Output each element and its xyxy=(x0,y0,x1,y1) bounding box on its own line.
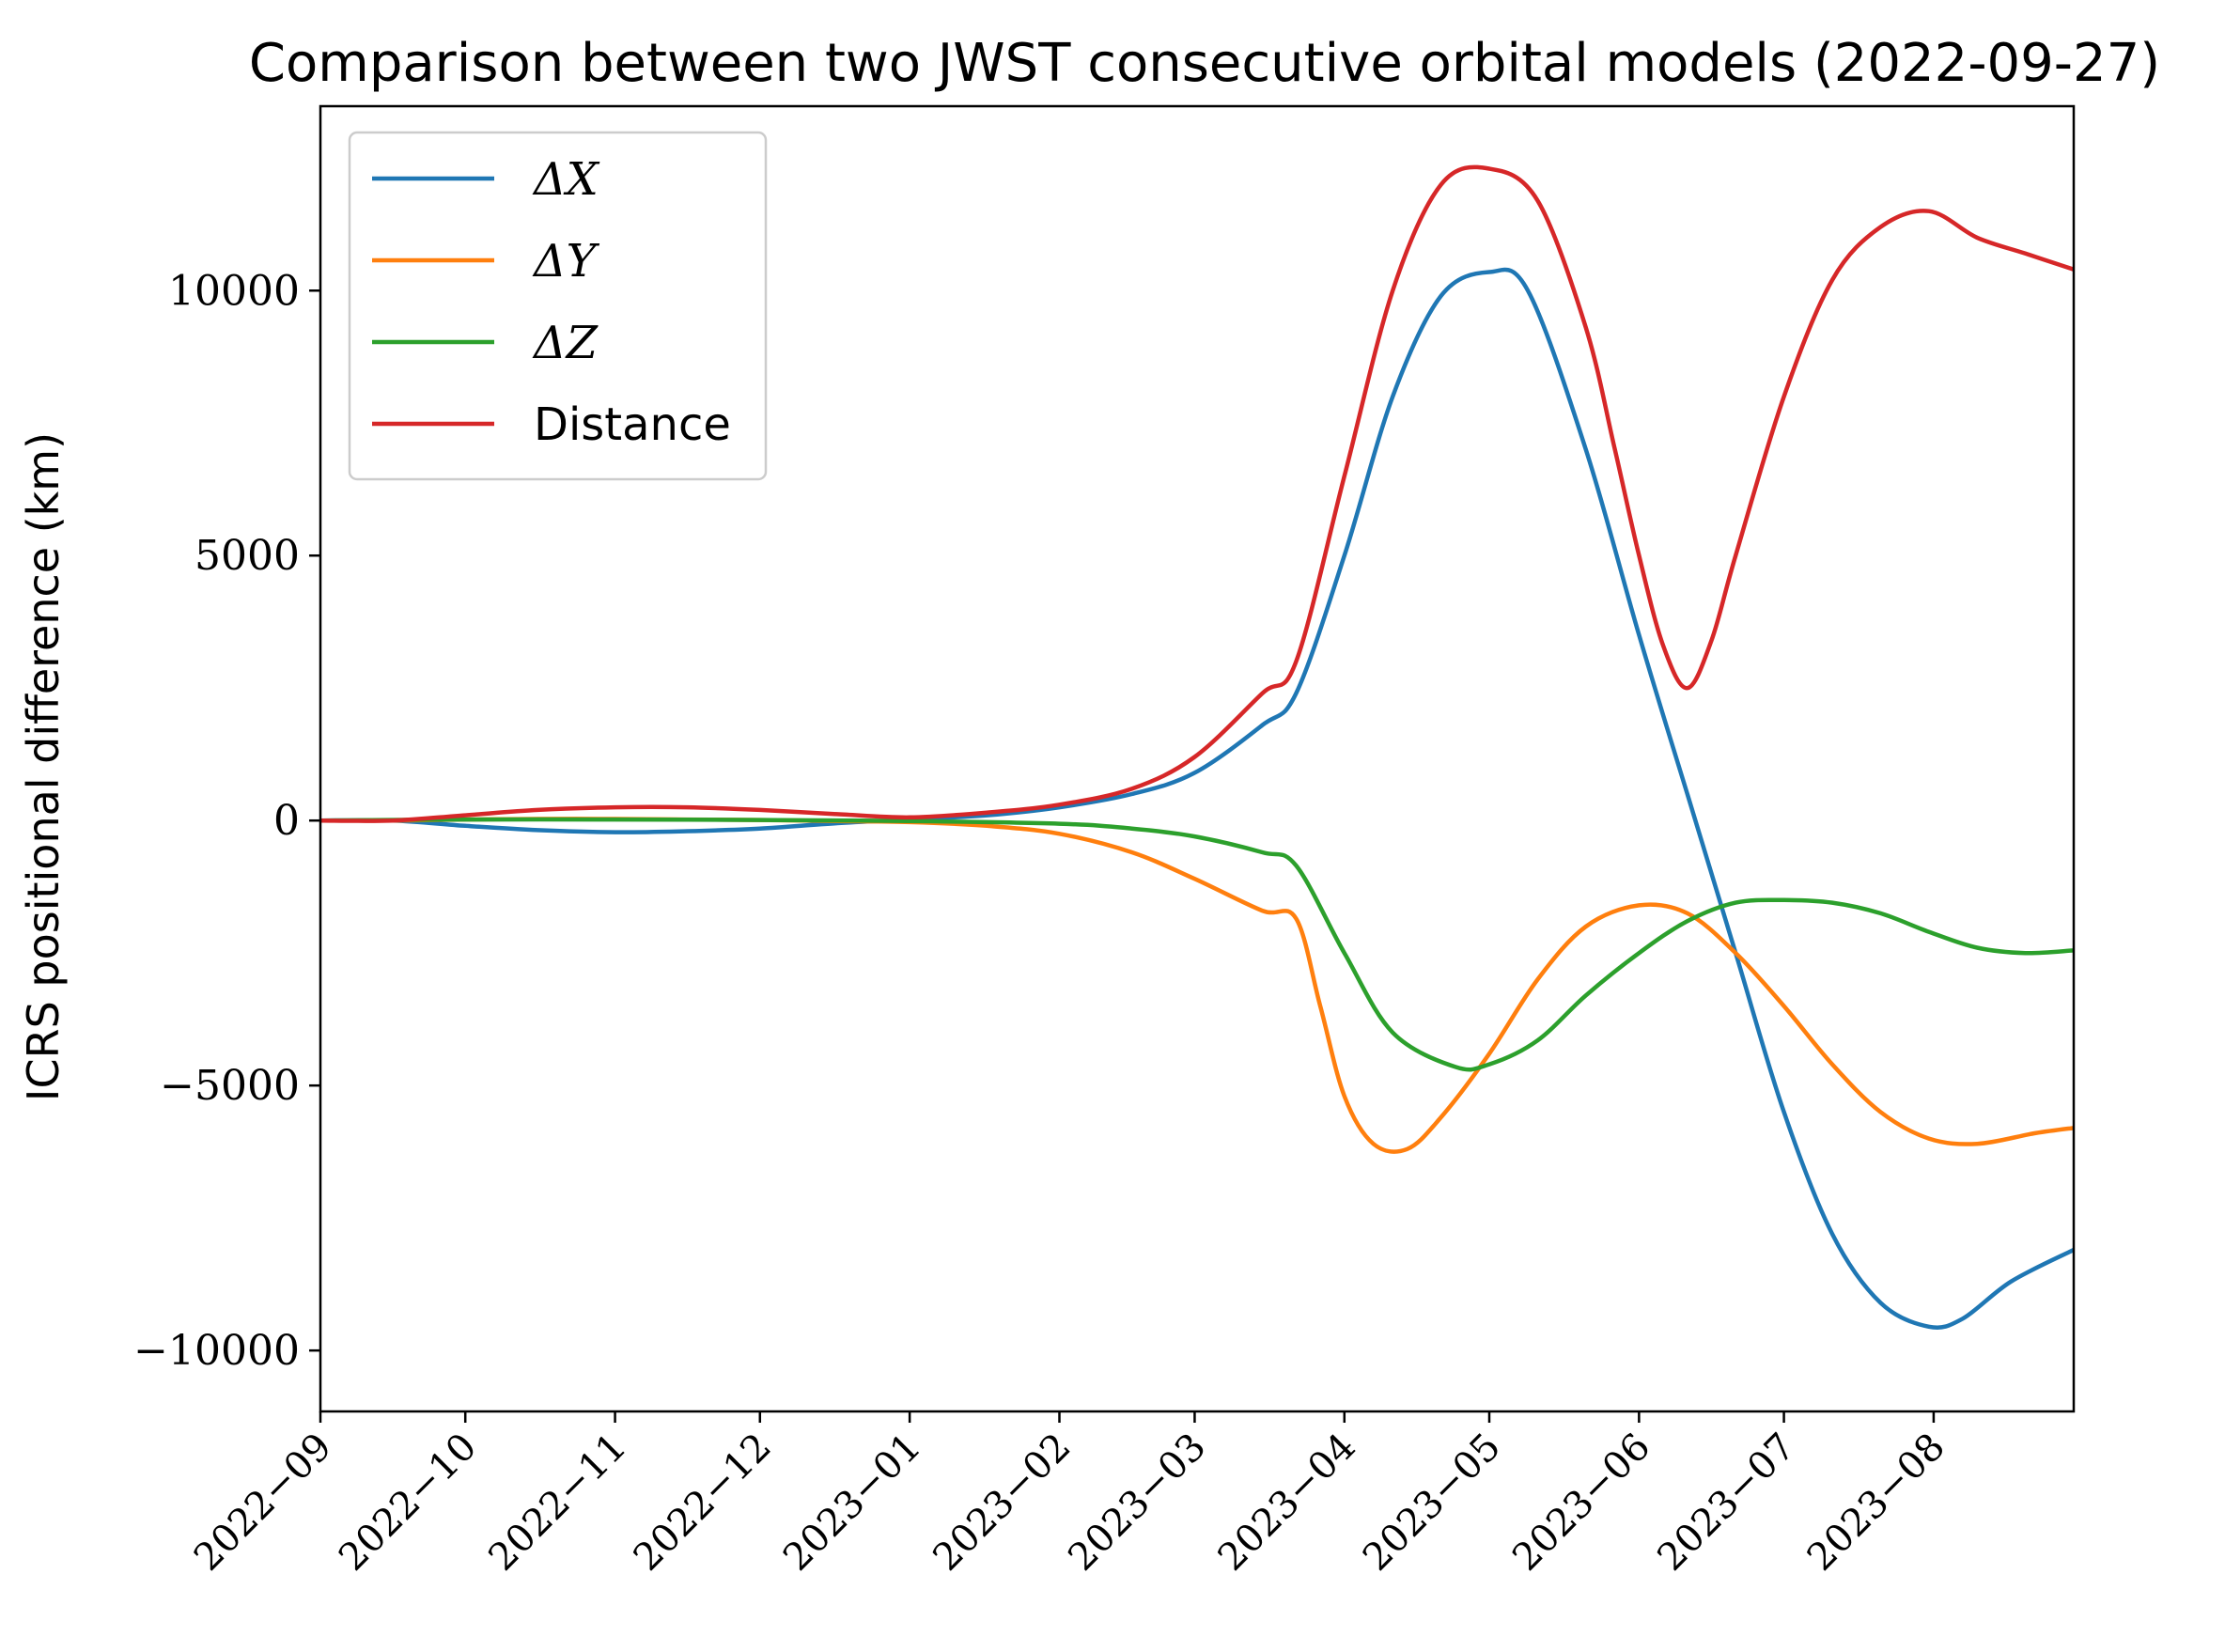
series-line--z xyxy=(320,817,2074,1072)
x-tick-label: 2023−02 xyxy=(925,1426,1079,1580)
legend-label--x: ΔX xyxy=(532,153,600,206)
plot-frame xyxy=(319,104,2076,1413)
x-tick-label: 2023−08 xyxy=(1799,1426,1953,1580)
legend-label-distance: Distance xyxy=(534,398,731,451)
y-axis-label: ICRS positional difference (km) xyxy=(18,432,69,1101)
chart-title: Comparison between two JWST consecutive … xyxy=(249,33,2160,94)
legend: ΔX ΔY ΔZ Distance xyxy=(348,131,768,481)
x-tick-label: 2022−12 xyxy=(626,1426,780,1580)
y-tick-label: 10000 xyxy=(168,267,300,315)
legend-label--z: ΔZ xyxy=(532,317,599,369)
x-tick-label: 2022−11 xyxy=(480,1426,634,1580)
series-layer xyxy=(320,164,2074,1331)
y-axis: −10000 −5000 0 5000 10000 xyxy=(133,267,320,1375)
y-tick-label: 0 xyxy=(273,797,300,845)
x-tick-label: 2023−03 xyxy=(1060,1426,1214,1580)
x-tick-label: 2023−06 xyxy=(1504,1426,1658,1580)
x-tick-label: 2023−04 xyxy=(1210,1426,1364,1580)
series-line-distance xyxy=(320,164,2074,823)
x-tick-label: 2022−10 xyxy=(331,1426,485,1580)
y-tick-label: 5000 xyxy=(194,532,300,580)
series-line--x xyxy=(320,267,2074,1331)
legend-label--y: ΔY xyxy=(532,235,600,288)
legend-frame xyxy=(348,131,768,481)
x-tick-label: 2023−05 xyxy=(1355,1426,1509,1580)
x-tick-label: 2022−09 xyxy=(186,1426,340,1580)
series-line--y xyxy=(320,817,2074,1154)
x-tick-label: 2023−07 xyxy=(1649,1426,1803,1580)
x-axis: 2022−092022−102022−112022−122023−012023−… xyxy=(186,1411,1953,1580)
y-tick-label: −10000 xyxy=(133,1327,300,1375)
x-tick-label: 2023−01 xyxy=(775,1426,929,1580)
y-tick-label: −5000 xyxy=(160,1062,300,1110)
